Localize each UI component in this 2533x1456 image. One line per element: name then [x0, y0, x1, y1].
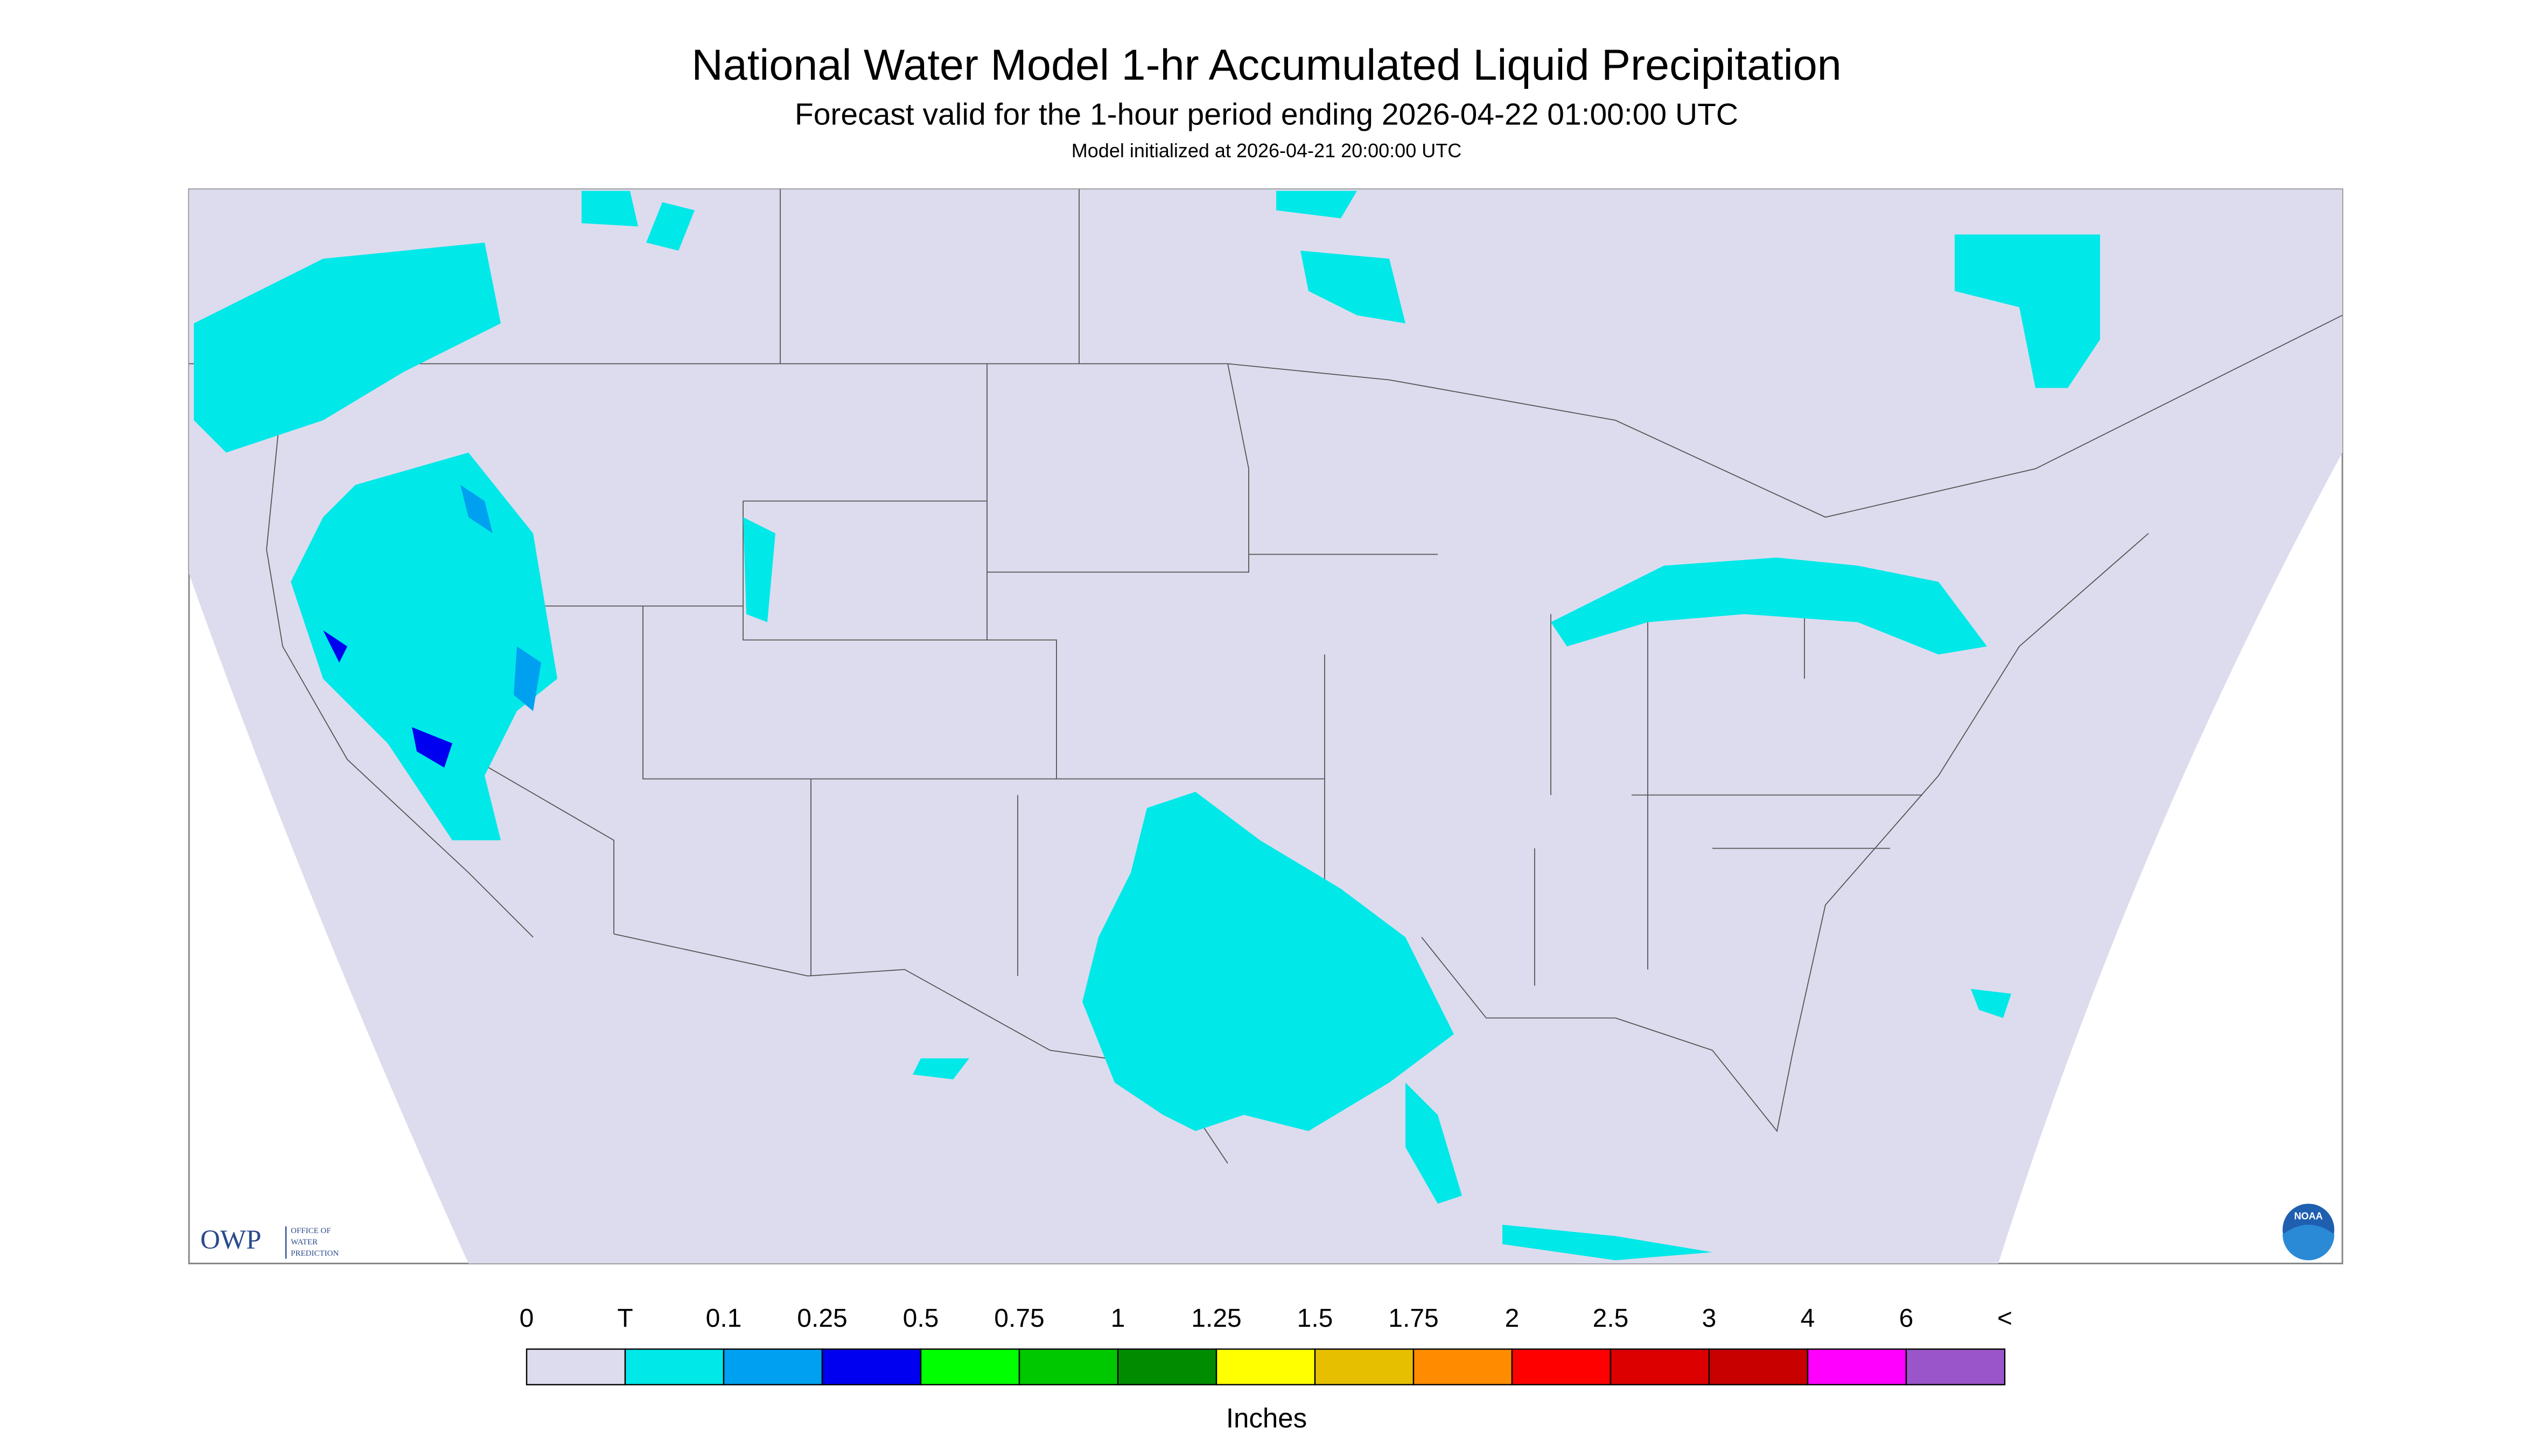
legend-swatch: [1215, 1348, 1316, 1385]
legend-label: 2.5: [1593, 1304, 1629, 1333]
legend-swatch: [1610, 1348, 1710, 1385]
legend-label: 1.25: [1191, 1304, 1241, 1333]
legend-swatch: [821, 1348, 922, 1385]
owp-line: PREDICTION: [291, 1249, 339, 1258]
legend-swatch: [920, 1348, 1020, 1385]
legend-swatch: [1117, 1348, 1217, 1385]
legend-swatch: [1511, 1348, 1612, 1385]
legend-label: 4: [1801, 1304, 1815, 1333]
title: National Water Model 1-hr Accumulated Li…: [691, 41, 1842, 89]
owp-text: OWP: [200, 1225, 261, 1255]
legend-label: 0.1: [706, 1304, 742, 1333]
legend-label: 2: [1505, 1304, 1520, 1333]
owp-line: OFFICE OF: [291, 1227, 331, 1235]
legend-label: 0.5: [903, 1304, 939, 1333]
init-time: Model initialized at 2026-04-21 20:00:00…: [1072, 139, 1461, 162]
legend-label: 0.75: [994, 1304, 1044, 1333]
legend-label: 1: [1111, 1304, 1125, 1333]
legend-label: <: [1997, 1304, 2012, 1333]
legend-label: 6: [1899, 1304, 1914, 1333]
legend-swatch: [1412, 1348, 1513, 1385]
state-lines: [189, 189, 2343, 1164]
legend-swatch: [1018, 1348, 1119, 1385]
noaa-text: NOAA: [2294, 1210, 2323, 1221]
legend-swatch: [1905, 1348, 2006, 1385]
owp-line: WATER: [291, 1238, 318, 1247]
legend-unit: Inches: [1226, 1403, 1307, 1433]
legend-label: 0: [520, 1304, 534, 1333]
map: OWP OFFICE OF WATER PREDICTION NOAA: [188, 188, 2343, 1264]
legend-swatch: [723, 1348, 823, 1385]
legend-label: 0.25: [797, 1304, 847, 1333]
noaa-logo: NOAA: [2283, 1203, 2334, 1261]
legend-swatch: [1708, 1348, 1809, 1385]
legend-swatch: [1314, 1348, 1415, 1385]
owp-logo: OWP OFFICE OF WATER PREDICTION: [200, 1225, 339, 1259]
subtitle: Forecast valid for the 1-hour period end…: [795, 97, 1738, 132]
legend-swatch: [526, 1348, 626, 1385]
legend-label: 1.75: [1388, 1304, 1438, 1333]
model-domain: [189, 189, 2342, 1264]
legend-label: T: [617, 1304, 633, 1333]
precipitation: [194, 191, 2100, 1261]
legend-swatch: [624, 1348, 725, 1385]
legend-swatch: [1807, 1348, 1907, 1385]
legend-label: 3: [1702, 1304, 1717, 1333]
legend: 0 T 0.1 0.25 0.5 0.75 1 1.25 1.5 1.75 2 2.5 3 4 6 <: [520, 1304, 2012, 1385]
legend-label: 1.5: [1297, 1304, 1333, 1333]
